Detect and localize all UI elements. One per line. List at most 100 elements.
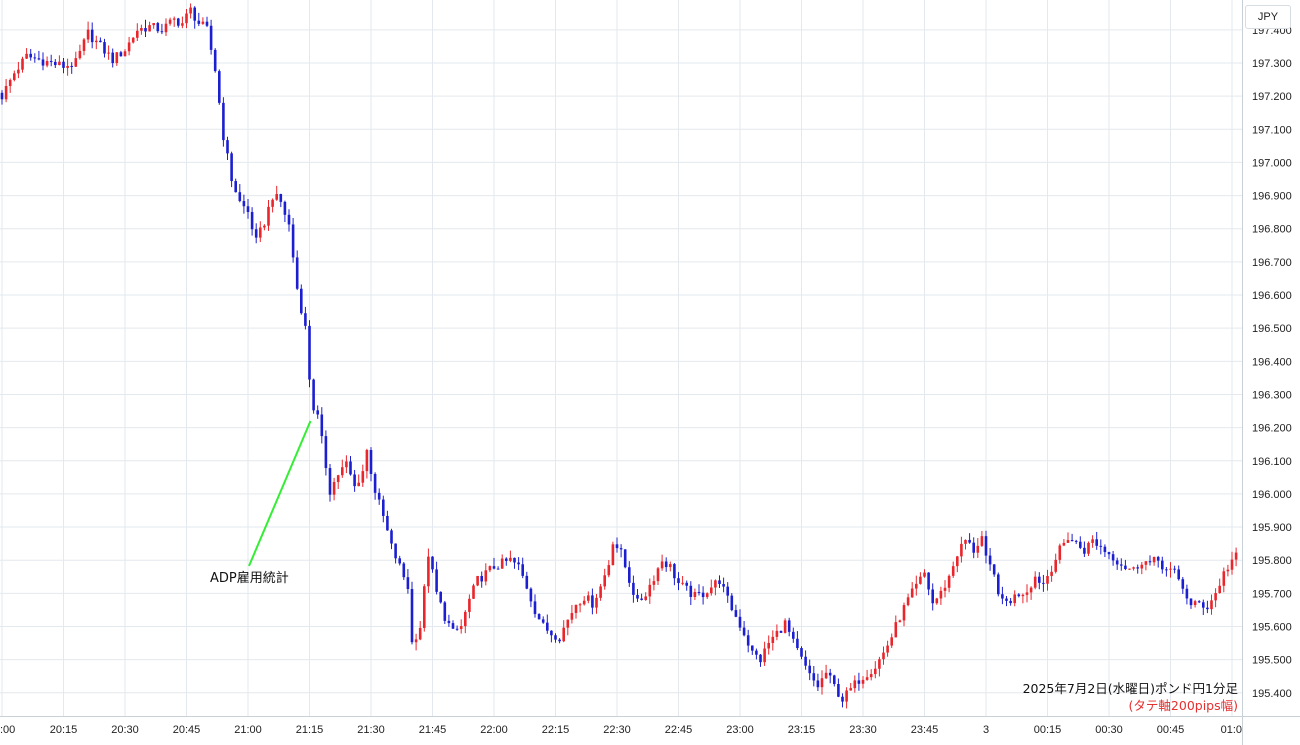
candle-body: [0, 92, 4, 100]
candle-body: [956, 556, 959, 567]
candle-body: [574, 604, 578, 614]
candle-body: [652, 581, 656, 585]
candle-body: [185, 13, 188, 24]
candle-body: [90, 29, 94, 43]
candle-body: [902, 605, 906, 621]
y-tick-label: 195.600: [1252, 622, 1292, 634]
y-tick-label: 196.000: [1252, 489, 1292, 501]
candle-body: [677, 578, 680, 584]
candle-body: [1013, 594, 1016, 604]
candle-body: [853, 680, 857, 689]
y-tick-label: 195.500: [1252, 655, 1292, 667]
candle-body: [70, 65, 73, 67]
candle-body: [898, 620, 902, 623]
candle-body: [664, 561, 668, 568]
candle-body: [746, 635, 750, 646]
candle-body: [1234, 552, 1238, 560]
y-tick-label: 196.800: [1252, 224, 1292, 236]
candle-body: [845, 690, 848, 702]
candle-body: [242, 201, 246, 207]
candle-body: [623, 549, 627, 568]
candle-body: [517, 562, 520, 565]
candle-body: [960, 543, 963, 557]
candle-body: [49, 60, 53, 62]
candle-body: [189, 7, 192, 14]
candle-body: [193, 7, 196, 21]
candle-body: [923, 572, 926, 577]
candle-body: [689, 585, 693, 597]
candle-body: [484, 570, 488, 582]
candle-body: [775, 630, 779, 637]
candle-body: [796, 638, 799, 649]
candle-body: [509, 557, 512, 561]
candle-body: [341, 467, 344, 476]
candle-body: [111, 52, 114, 64]
candle-body: [619, 548, 623, 550]
candle-body: [984, 536, 988, 556]
y-tick-label: 197.300: [1252, 58, 1292, 70]
candle-body: [943, 587, 947, 591]
candle-body: [550, 630, 553, 636]
candle-body: [771, 636, 775, 643]
candle-body: [62, 61, 65, 68]
candle-body: [595, 597, 598, 608]
candle-body: [464, 611, 467, 627]
candle-body: [332, 482, 336, 495]
candle-body: [701, 592, 705, 598]
candle-body: [1173, 568, 1176, 570]
candle-body: [980, 536, 984, 546]
candle-body: [611, 544, 615, 566]
candle-body: [1128, 568, 1131, 570]
candle-body: [1165, 569, 1168, 571]
candle-body: [140, 28, 143, 31]
candle-body: [127, 42, 131, 52]
candle-body: [1070, 540, 1074, 542]
candle-body: [890, 637, 893, 646]
candle-body: [451, 623, 455, 629]
candle-body: [505, 558, 508, 561]
candle-body: [230, 153, 233, 182]
candle-body: [1042, 582, 1045, 584]
candle-body: [808, 665, 811, 674]
candle-body: [1152, 556, 1156, 563]
candle-body: [1099, 545, 1103, 547]
candle-body: [1210, 600, 1213, 610]
x-tick-label: 22:30: [603, 724, 631, 736]
candle-body: [1120, 564, 1123, 566]
candle-body: [152, 23, 155, 26]
candle-body: [377, 492, 381, 500]
candle-body: [488, 566, 492, 571]
candle-body: [226, 140, 229, 154]
candle-body: [103, 42, 106, 54]
candle-body: [115, 52, 119, 64]
candle-body: [1107, 552, 1111, 555]
candle-body: [521, 564, 524, 576]
candle-body: [529, 588, 533, 602]
candle-body: [283, 201, 287, 215]
y-tick-label: 196.600: [1252, 290, 1292, 302]
candle-body: [972, 542, 975, 553]
candle-body: [1029, 587, 1033, 593]
candle-body: [767, 642, 770, 649]
candle-body: [275, 194, 278, 200]
candle-body: [119, 52, 123, 57]
candle-body: [833, 675, 836, 684]
candle-body: [1136, 567, 1139, 569]
candle-body: [992, 564, 996, 575]
x-tick-label: 00:15: [1034, 724, 1062, 736]
candle-body: [1025, 592, 1029, 595]
candle-body: [382, 499, 385, 516]
candle-body: [213, 49, 217, 72]
candle-body: [78, 50, 82, 59]
candle-body: [648, 584, 652, 597]
candle-body: [1189, 598, 1193, 606]
candle-body: [640, 598, 643, 600]
candle-body: [734, 610, 738, 617]
currency-unit-label[interactable]: JPY: [1245, 5, 1291, 29]
candle-body: [164, 23, 168, 33]
x-tick-label: 20:45: [173, 724, 201, 736]
candle-body: [587, 595, 590, 601]
candle-body: [1177, 569, 1180, 580]
candle-body: [443, 602, 447, 621]
